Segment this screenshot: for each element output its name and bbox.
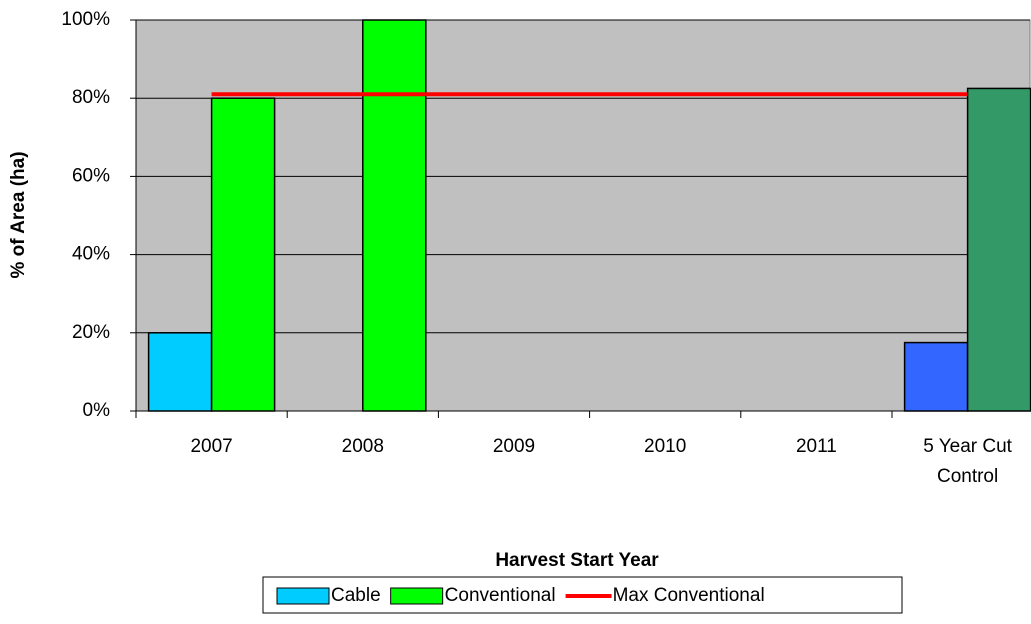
x-tick-label: 2009: [493, 436, 535, 457]
bar: [966, 87, 1031, 412]
plot-area: [135, 19, 1031, 412]
legend-label: Cable: [331, 585, 381, 606]
bar: [362, 19, 427, 412]
y-tick-label: 60%: [72, 165, 110, 186]
bar: [210, 97, 276, 412]
y-tick-label: 100%: [61, 9, 110, 30]
y-tick-label: 0%: [83, 400, 111, 421]
x-tick-label: 2007: [190, 436, 232, 457]
x-tick-line: Control: [937, 466, 998, 487]
legend-swatch: [276, 587, 330, 605]
y-axis-title: % of Area (ha): [8, 151, 29, 278]
x-tick-line: 5 Year Cut: [923, 436, 1012, 457]
bar: [147, 332, 213, 412]
x-axis-title: Harvest Start Year: [495, 550, 659, 571]
y-tick-label: 20%: [72, 322, 110, 343]
x-tick-label: 2008: [342, 436, 384, 457]
x-tick-label: 2010: [644, 436, 686, 457]
legend-label: Conventional: [445, 585, 556, 606]
bar: [903, 341, 969, 412]
y-tick-label: 80%: [72, 87, 110, 108]
x-tick-label: 5 Year Cut Control: [923, 436, 1012, 487]
legend-swatch: [390, 587, 444, 605]
legend-label: Max Conventional: [613, 585, 765, 606]
x-tick-label: 2011: [796, 436, 837, 457]
y-tick-label: 40%: [72, 244, 110, 265]
